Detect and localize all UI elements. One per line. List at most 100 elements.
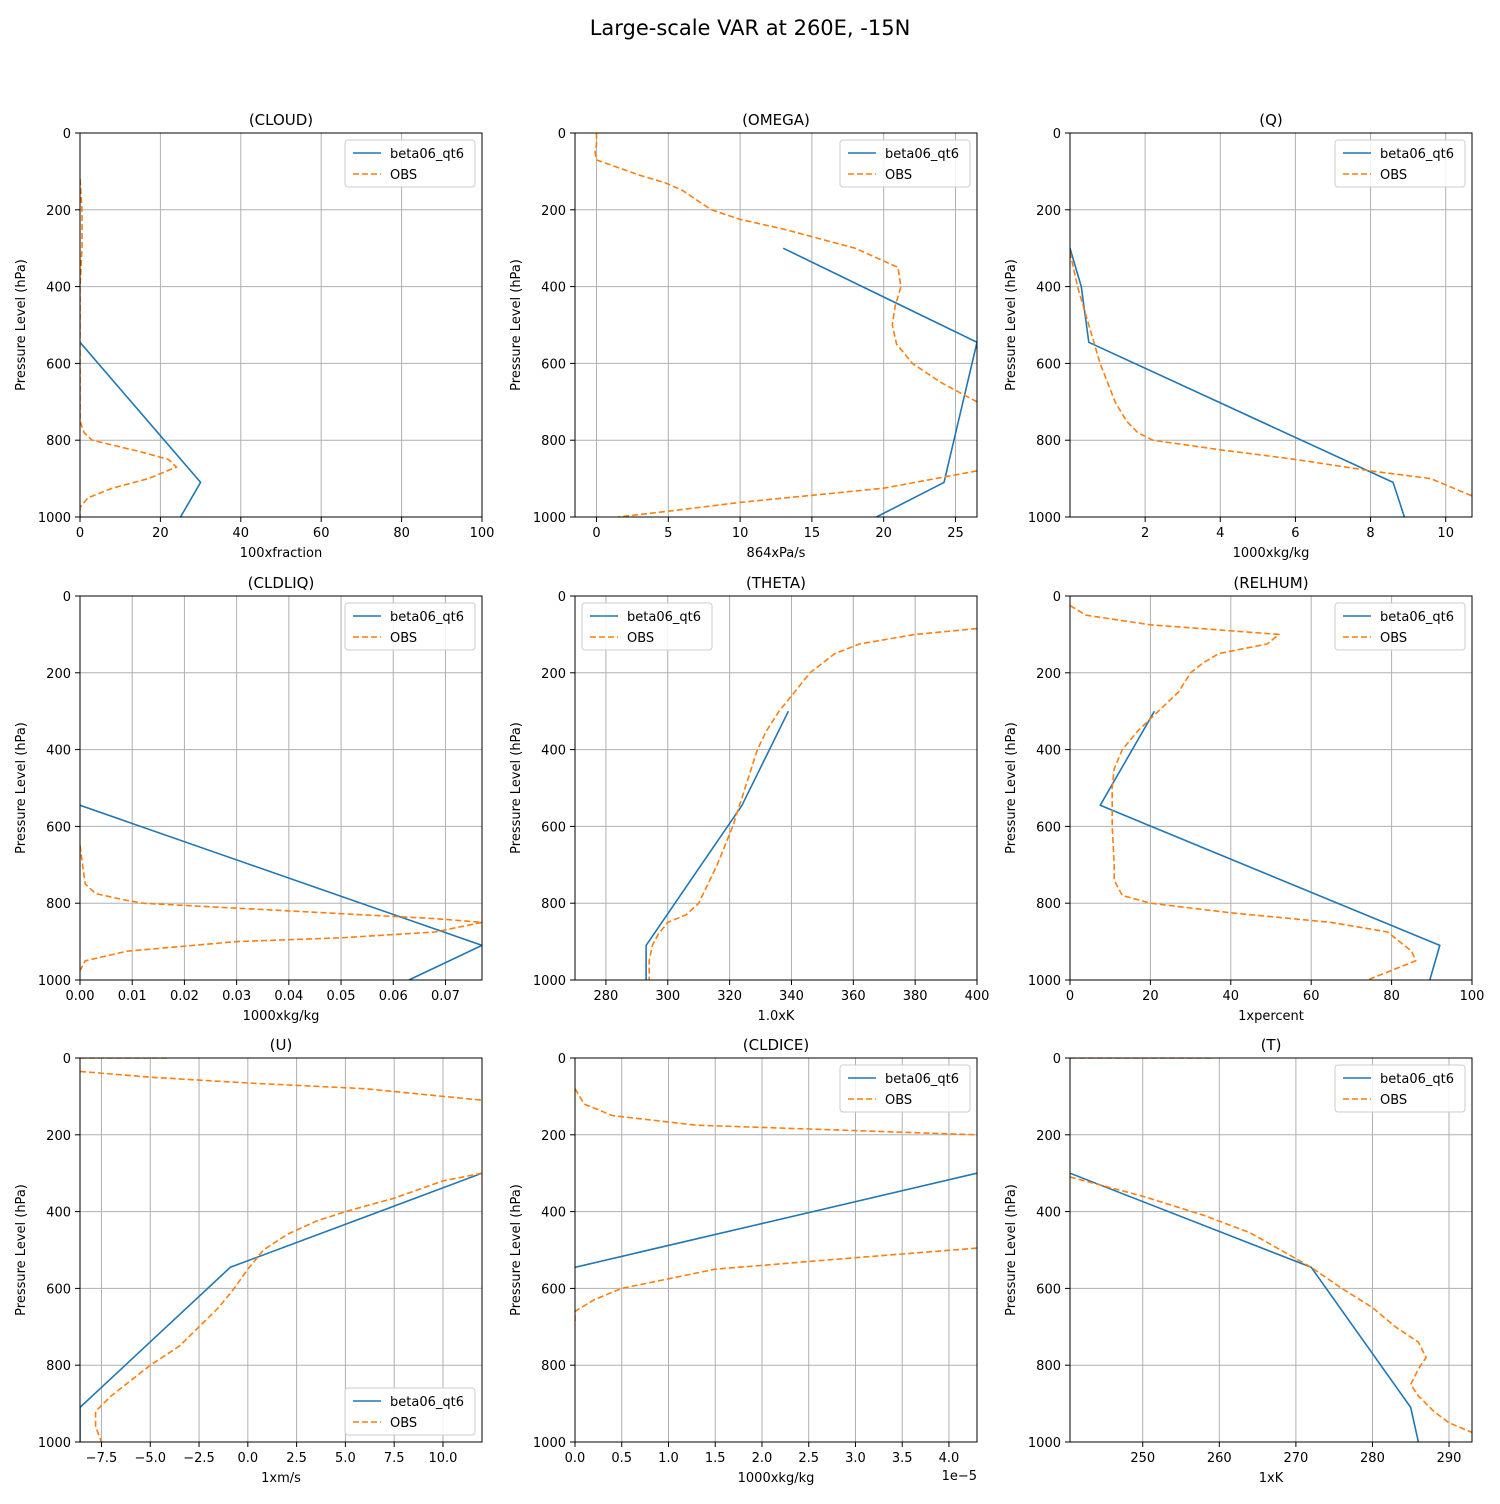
legend-label-obs: OBS bbox=[885, 168, 912, 183]
x-tick-label: 6 bbox=[1291, 526, 1299, 541]
x-tick-label: 10.0 bbox=[428, 1451, 457, 1466]
series-line-model bbox=[1099, 710, 1441, 980]
x-tick-label: 3.0 bbox=[845, 1451, 866, 1466]
axes-frame bbox=[574, 132, 978, 518]
y-tick-label: 400 bbox=[46, 281, 71, 296]
legend-label-obs: OBS bbox=[1380, 168, 1407, 183]
x-tick-label: 80 bbox=[393, 526, 410, 541]
x-tick-label: 0.00 bbox=[66, 989, 95, 1004]
y-tick-label: 200 bbox=[1036, 1129, 1061, 1144]
subplot-omega: 0 5 10 15 20 25 0 200 400 600 800 1000 (OMEGA) 864xPa… bbox=[509, 111, 978, 561]
legend: beta06_qt6 OBS bbox=[1334, 139, 1466, 188]
series-line-model bbox=[80, 804, 482, 980]
y-axis-label: Pressure Level (hPa) bbox=[14, 1184, 29, 1316]
x-tick-label: 60 bbox=[1303, 989, 1320, 1004]
subplot-relhum: 0 20 40 60 80 10002004006008001000(RELHUM)1xp… bbox=[1004, 574, 1484, 1024]
x-tick-label: 40 bbox=[233, 526, 250, 541]
y-tick-label: 600 bbox=[1036, 820, 1061, 835]
x-tick-label: 8 bbox=[1366, 526, 1374, 541]
legend-box bbox=[839, 139, 971, 188]
x-axis-label: 864xPa/s bbox=[747, 546, 806, 561]
y-tick-label: 200 bbox=[46, 1129, 71, 1144]
series-group bbox=[594, 133, 977, 517]
legend-box bbox=[1334, 602, 1466, 651]
axes-frame bbox=[1069, 1057, 1473, 1443]
series-line-obs bbox=[594, 133, 977, 403]
y-axis-label: Pressure Level (hPa) bbox=[14, 722, 29, 854]
y-axis-label: Pressure Level (hPa) bbox=[509, 259, 524, 391]
y-tick-label: 800 bbox=[1036, 897, 1061, 912]
y-tick-label: 0 bbox=[558, 127, 566, 142]
y-tick-label: 600 bbox=[1036, 1282, 1061, 1297]
y-tick-label: 0 bbox=[1053, 1052, 1061, 1067]
legend-label-model: beta06_qt6 bbox=[885, 1072, 959, 1087]
x-tick-label: 400 bbox=[965, 989, 990, 1004]
y-tick-label: 1000 bbox=[533, 974, 566, 989]
x-axis-label: 1.0xK bbox=[758, 1009, 795, 1024]
series-line-model bbox=[782, 247, 977, 517]
y-tick-label: 400 bbox=[541, 1206, 566, 1221]
x-tick-label: 360 bbox=[841, 989, 866, 1004]
series-group bbox=[645, 627, 977, 980]
y-tick-label: 600 bbox=[541, 357, 566, 372]
y-tick-label: 400 bbox=[46, 744, 71, 759]
series-group bbox=[80, 804, 482, 980]
x-tick-label: 80 bbox=[1383, 989, 1400, 1004]
series-line-model bbox=[80, 341, 202, 517]
legend-box bbox=[344, 139, 476, 188]
subplot-cloud: 0 20 40 60 80 10002004006008001000(CLOUD)100x… bbox=[14, 111, 494, 561]
subplot-u: −7.5 −5.0 −2.5 0.0 2.5 5.0 7.5 10.0 0 200 400 600 80… bbox=[14, 1036, 483, 1486]
subplot-title: (RELHUM) bbox=[1233, 574, 1308, 592]
legend: beta06_qt6 OBS bbox=[1334, 602, 1466, 651]
x-tick-label: 5 bbox=[664, 526, 672, 541]
y-tick-label: 800 bbox=[541, 434, 566, 449]
series-group bbox=[80, 179, 202, 517]
y-tick-label: 800 bbox=[541, 1359, 566, 1374]
x-axis-label: 1xK bbox=[1259, 1471, 1284, 1486]
legend-box bbox=[344, 602, 476, 651]
x-tick-label: 20 bbox=[152, 526, 169, 541]
legend-box bbox=[1334, 1064, 1466, 1113]
y-tick-label: 200 bbox=[541, 667, 566, 682]
subplot-title: (CLDLIQ) bbox=[248, 574, 315, 592]
x-tick-label: 0.0 bbox=[237, 1451, 258, 1466]
y-tick-label: 600 bbox=[46, 820, 71, 835]
series-line-obs bbox=[1070, 604, 1417, 980]
legend-label-obs: OBS bbox=[390, 631, 417, 646]
series-group bbox=[575, 1088, 977, 1323]
legend-label-obs: OBS bbox=[885, 1093, 912, 1108]
subplot-q: 2 4 6 8 10 0 200 400 600 800 1000 (Q) 1000xkg/kg Pres… bbox=[1004, 111, 1473, 561]
legend-label-model: beta06_qt6 bbox=[390, 1395, 464, 1410]
x-offset-label: 1e−5 bbox=[942, 1469, 977, 1484]
legend: beta06_qt6 OBS bbox=[344, 1387, 476, 1436]
x-tick-label: 2 bbox=[1141, 526, 1149, 541]
y-tick-label: 0 bbox=[63, 1052, 71, 1067]
y-tick-label: 0 bbox=[63, 590, 71, 605]
subplot-cldice: 0.0 0.5 1.0 1.5 2.0 2.5 3.0 3.5 4.0 0 200 400 600 800… bbox=[509, 1036, 978, 1486]
legend-label-model: beta06_qt6 bbox=[1380, 147, 1454, 162]
y-tick-label: 1000 bbox=[1028, 974, 1061, 989]
legend-label-obs: OBS bbox=[390, 168, 417, 183]
y-tick-label: 200 bbox=[1036, 204, 1061, 219]
x-tick-label: 2.0 bbox=[752, 1451, 773, 1466]
x-tick-label: 0.03 bbox=[222, 989, 251, 1004]
legend: beta06_qt6 OBS bbox=[1334, 1064, 1466, 1113]
x-tick-label: 40 bbox=[1223, 989, 1240, 1004]
legend-label-model: beta06_qt6 bbox=[390, 610, 464, 625]
series-group bbox=[80, 1058, 482, 1442]
series-group bbox=[1070, 1058, 1472, 1442]
x-tick-label: 20 bbox=[1142, 989, 1159, 1004]
legend: beta06_qt6 OBS bbox=[581, 602, 713, 651]
figure-title: Large-scale VAR at 260E, -15N bbox=[589, 16, 911, 40]
legend-label-obs: OBS bbox=[1380, 631, 1407, 646]
legend-label-obs: OBS bbox=[1380, 1093, 1407, 1108]
y-tick-label: 1000 bbox=[38, 1436, 71, 1451]
axes-frame bbox=[574, 1057, 978, 1443]
y-tick-label: 400 bbox=[541, 281, 566, 296]
x-tick-label: 100 bbox=[470, 526, 495, 541]
series-line-obs bbox=[575, 1088, 977, 1136]
y-tick-label: 600 bbox=[541, 1282, 566, 1297]
series-line-obs bbox=[80, 845, 482, 971]
subplot-cldliq: 0.00 0.01 0.02 0.03 0.04 0.05 0.06 0.07 0 200 400 6… bbox=[14, 574, 483, 1024]
